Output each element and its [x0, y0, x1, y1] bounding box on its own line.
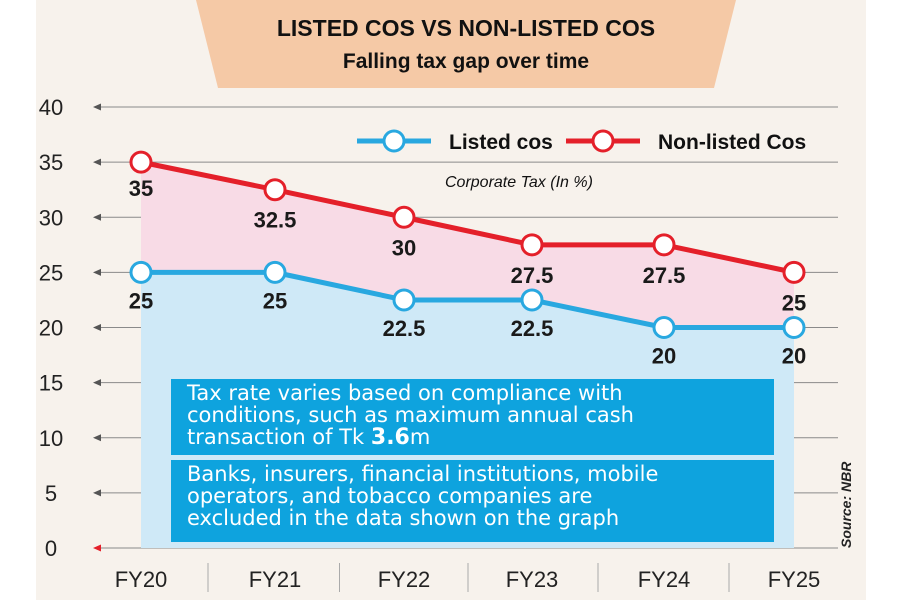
x-tick-label: FY20	[115, 567, 168, 592]
y-tick-label: 20	[39, 316, 63, 341]
note2-line2: operators, and tobacco companies are	[187, 484, 593, 508]
y-tick-label: 40	[39, 95, 63, 120]
data-label: 22.5	[511, 316, 554, 341]
data-label: 27.5	[511, 263, 554, 288]
data-point	[652, 316, 676, 339]
y-tick-label: 30	[39, 205, 63, 230]
data-label: 27.5	[643, 263, 686, 288]
chart-subtitle: Falling tax gap over time	[343, 50, 589, 73]
legend: Listed cos Non-listed Cos	[357, 129, 806, 154]
note1-suffix: m	[409, 425, 431, 449]
gap-area	[141, 162, 794, 328]
chart-title: LISTED COS VS NON-LISTED COS	[277, 15, 655, 41]
data-point	[520, 288, 544, 312]
tick-arrow	[93, 434, 101, 442]
series-line	[141, 269, 794, 330]
data-point	[782, 316, 806, 339]
series-line	[140, 159, 795, 275]
data-point	[263, 178, 287, 202]
legend-label-listed: Listed cos	[449, 131, 553, 154]
data-point	[129, 260, 153, 284]
x-tick-label: FY21	[249, 567, 302, 592]
data-label: 20	[652, 344, 676, 369]
note1-line3-prefix: transaction of Tk	[187, 425, 371, 449]
legend-label-nonlisted: Non-listed Cos	[658, 131, 806, 154]
tick-arrow	[93, 213, 101, 221]
data-point	[392, 205, 416, 229]
y-tick-label: 10	[39, 426, 63, 451]
tick-arrow	[93, 158, 101, 166]
y-tick-label: 35	[39, 150, 63, 175]
series-lines	[140, 159, 795, 330]
data-point	[263, 260, 287, 284]
source-note: Source: NBR	[838, 461, 854, 548]
x-tick-label: FY22	[378, 567, 431, 592]
note2-line3: excluded in the data shown on the graph	[187, 506, 620, 530]
data-label: 25	[263, 288, 287, 313]
note1-line3: transaction of Tk 3.6m	[187, 426, 764, 449]
tick-arrow	[93, 489, 101, 497]
title-banner	[196, 0, 736, 88]
note-compliance: Tax rate varies based on compliance with…	[171, 379, 774, 455]
data-label: 25	[129, 288, 153, 313]
y-tick-label: 15	[39, 371, 63, 396]
data-label: 20	[782, 344, 806, 369]
y-tick-label: 25	[39, 260, 63, 285]
data-label: 35	[129, 176, 153, 201]
x-axis: FY20 FY21 FY22 FY23 FY24 FY25	[115, 563, 821, 592]
x-tick-label: FY24	[638, 567, 691, 592]
tick-arrow	[93, 268, 101, 276]
x-tick-label: FY23	[506, 567, 559, 592]
data-label: 25	[782, 290, 806, 315]
data-point	[520, 233, 544, 257]
note1-amount: 3.6	[370, 425, 410, 450]
unit-label: Corporate Tax (In %)	[445, 174, 593, 191]
note1-line2: conditions, such as maximum annual cash	[187, 403, 634, 427]
data-label: 30	[392, 235, 416, 260]
tick-arrow	[93, 379, 101, 387]
note2-line1: Banks, insurers, financial institutions,…	[187, 462, 659, 486]
tick-arrow	[93, 544, 101, 552]
legend-marker-nonlisted	[591, 129, 615, 153]
data-label: 22.5	[383, 316, 426, 341]
note-exclusions: Banks, insurers, financial institutions,…	[171, 460, 774, 542]
data-points	[129, 150, 806, 339]
x-tick-label: FY25	[768, 567, 821, 592]
tick-arrow	[93, 324, 101, 331]
legend-marker-listed	[382, 129, 406, 153]
data-point	[652, 233, 676, 257]
note1-line1: Tax rate varies based on compliance with	[187, 381, 623, 405]
y-axis: 0 5 10 15 20 25 30 35 40	[39, 95, 63, 561]
data-point	[782, 260, 806, 284]
y-tick-label: 0	[45, 536, 57, 561]
tick-arrow	[93, 103, 101, 111]
data-labels: 25 25 22.5 22.5 20 20 35 32.5 30 27.5 27.5 25	[129, 176, 806, 368]
data-label: 32.5	[254, 208, 297, 233]
data-point	[129, 150, 153, 174]
y-tick-label: 5	[45, 481, 57, 506]
data-point	[392, 288, 416, 312]
